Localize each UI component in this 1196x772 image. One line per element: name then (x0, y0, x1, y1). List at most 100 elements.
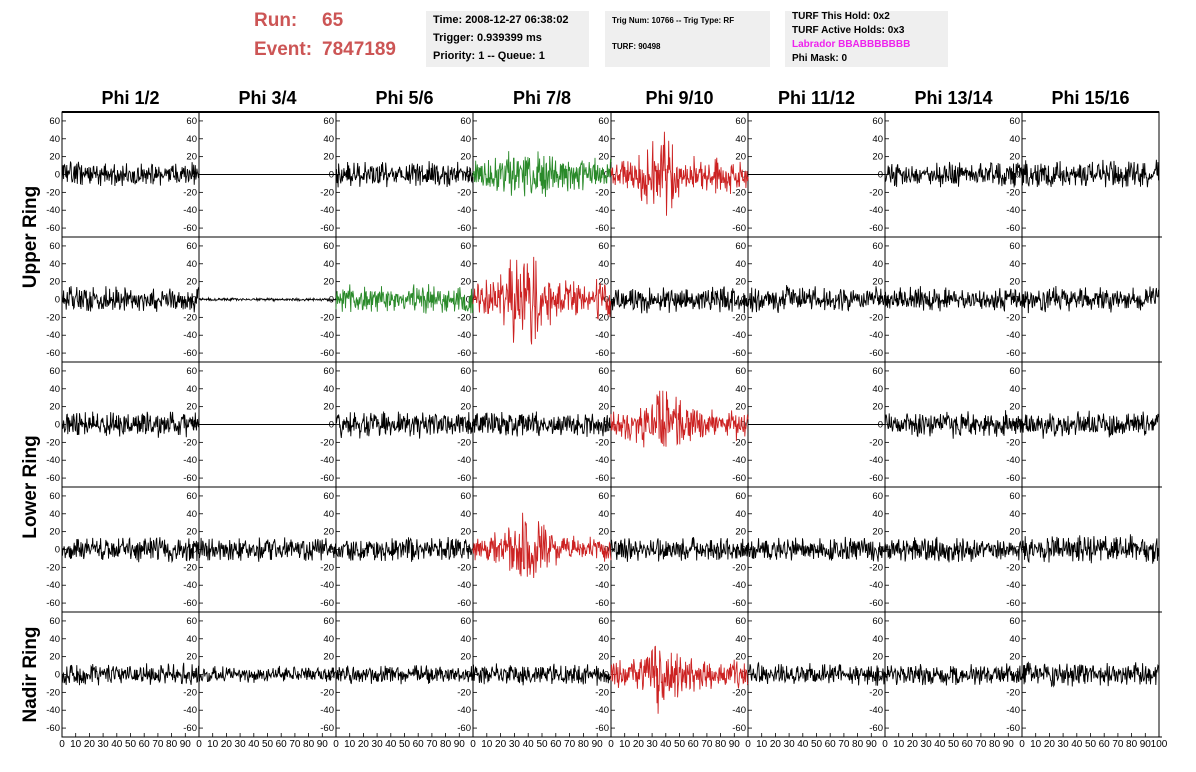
x-tick-label: 40 (248, 739, 260, 750)
y-tick-label: -60 (320, 723, 334, 734)
y-tick-label: -40 (457, 205, 471, 216)
y-tick-label: -40 (595, 205, 609, 216)
x-tick-label: 80 (715, 739, 727, 750)
y-tick-label: 40 (598, 134, 609, 145)
y-tick-label: -40 (869, 455, 883, 466)
x-tick-label: 80 (440, 739, 452, 750)
run-value: 65 (322, 10, 344, 31)
y-tick-label: 20 (460, 652, 471, 663)
y-tick-label: 40 (460, 634, 471, 645)
waveform-trace (472, 411, 612, 437)
y-tick-label: 0 (329, 545, 334, 556)
waveform-trace (1021, 661, 1160, 688)
y-tick-label: 60 (598, 116, 609, 127)
x-tick-label: 50 (811, 739, 823, 750)
y-tick-label: 60 (460, 366, 471, 377)
y-tick-label: -60 (457, 473, 471, 484)
waveform-trace (335, 284, 474, 314)
y-tick-label: -40 (46, 455, 60, 466)
y-tick-label: -60 (46, 348, 60, 359)
y-tick-label: -60 (1006, 473, 1020, 484)
y-tick-label: 60 (735, 116, 746, 127)
y-tick-label: 60 (186, 491, 197, 502)
x-tick-label: 40 (523, 739, 535, 750)
y-tick-label: 60 (735, 491, 746, 502)
y-tick-label: 60 (460, 616, 471, 627)
x-tick-label: 60 (276, 739, 288, 750)
y-tick-label: -20 (320, 312, 334, 323)
y-tick-label: -60 (1006, 223, 1020, 234)
y-tick-label: 60 (872, 366, 883, 377)
y-tick-label: 60 (186, 241, 197, 252)
x-tick-label: 20 (358, 739, 370, 750)
y-tick-label: 20 (1009, 277, 1020, 288)
y-tick-label: 20 (186, 652, 197, 663)
x-tick-label: 20 (1044, 739, 1056, 750)
y-tick-label: -40 (595, 705, 609, 716)
y-tick-label: 0 (604, 170, 609, 181)
y-tick-label: 20 (1009, 402, 1020, 413)
trig-num-text: Trig Num: 10766 -- Trig Type: RF (612, 16, 735, 25)
event-label: Event: (254, 39, 313, 60)
x-tick-label: 10 (481, 739, 493, 750)
y-tick-label: 60 (323, 491, 334, 502)
y-tick-label: -40 (46, 205, 60, 216)
y-tick-label: -60 (869, 473, 883, 484)
y-tick-label: 40 (49, 634, 60, 645)
y-tick-label: 60 (735, 616, 746, 627)
waveform-trace (61, 411, 200, 438)
y-tick-label: 20 (872, 277, 883, 288)
x-tick-label: 100 (1151, 739, 1168, 750)
x-tick-label: 30 (235, 739, 247, 750)
column-header: Phi 11/12 (778, 88, 855, 108)
x-tick-label: 80 (989, 739, 1001, 750)
waveform-trace (335, 411, 474, 439)
y-tick-label: 40 (323, 134, 334, 145)
y-tick-label: -40 (320, 705, 334, 716)
y-tick-label: -40 (869, 580, 883, 591)
x-tick-label: 60 (1099, 739, 1111, 750)
waveform-trace (610, 131, 749, 216)
y-tick-label: 40 (460, 134, 471, 145)
waveform-trace (1021, 534, 1160, 564)
y-tick-label: -20 (732, 687, 746, 698)
y-tick-label: -20 (457, 562, 471, 573)
column-header: Phi 5/6 (375, 88, 433, 108)
x-tick-label: 20 (770, 739, 782, 750)
x-tick-label: 90 (454, 739, 466, 750)
y-tick-label: 0 (741, 170, 746, 181)
y-tick-label: 40 (186, 634, 197, 645)
y-tick-label: -60 (320, 223, 334, 234)
y-tick-label: -20 (46, 312, 60, 323)
y-tick-label: -60 (732, 598, 746, 609)
y-tick-label: -40 (595, 455, 609, 466)
y-tick-label: 20 (49, 527, 60, 538)
x-tick-label: 20 (907, 739, 919, 750)
y-tick-label: 20 (323, 277, 334, 288)
x-tick-label: 70 (289, 739, 301, 750)
y-tick-label: 0 (878, 170, 883, 181)
y-tick-label: 40 (49, 509, 60, 520)
y-tick-label: -40 (183, 705, 197, 716)
y-tick-label: -60 (46, 723, 60, 734)
x-tick-label: 10 (756, 739, 768, 750)
y-tick-label: 20 (735, 652, 746, 663)
y-tick-label: 20 (598, 527, 609, 538)
x-tick-label: 0 (608, 739, 614, 750)
y-tick-label: 60 (49, 616, 60, 627)
y-tick-label: -40 (183, 330, 197, 341)
y-tick-label: -60 (595, 348, 609, 359)
y-tick-label: -60 (732, 473, 746, 484)
y-tick-label: 40 (49, 384, 60, 395)
y-tick-label: -40 (320, 580, 334, 591)
y-tick-label: 40 (735, 384, 746, 395)
column-header: Phi 13/14 (914, 88, 992, 108)
y-tick-label: -60 (183, 598, 197, 609)
y-tick-label: -20 (1006, 562, 1020, 573)
x-tick-label: 0 (882, 739, 888, 750)
y-tick-label: 0 (192, 545, 197, 556)
x-tick-label: 0 (333, 739, 339, 750)
labrador-text: Labrador BBABBBBBBB (792, 39, 911, 50)
x-tick-label: 90 (866, 739, 878, 750)
x-tick-label: 80 (852, 739, 864, 750)
